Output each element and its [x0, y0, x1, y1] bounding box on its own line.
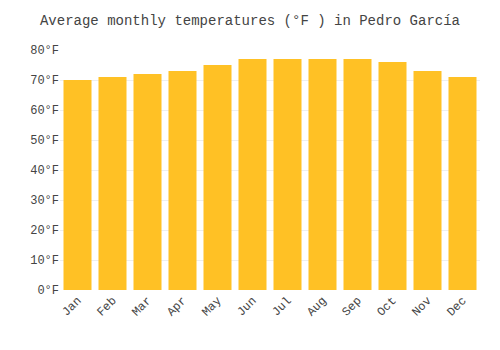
- svg-text:Mar: Mar: [129, 294, 154, 319]
- svg-text:Jan: Jan: [59, 294, 84, 319]
- svg-text:50°F: 50°F: [30, 134, 59, 148]
- svg-text:Jun: Jun: [234, 294, 259, 319]
- svg-text:Nov: Nov: [409, 294, 434, 319]
- svg-text:60°F: 60°F: [30, 104, 59, 118]
- svg-text:80°F: 80°F: [30, 44, 59, 58]
- svg-text:40°F: 40°F: [30, 164, 59, 178]
- svg-text:Apr: Apr: [164, 294, 189, 319]
- svg-text:70°F: 70°F: [30, 74, 59, 88]
- svg-text:10°F: 10°F: [30, 254, 59, 268]
- svg-text:Sep: Sep: [339, 294, 364, 319]
- svg-text:20°F: 20°F: [30, 224, 59, 238]
- svg-text:May: May: [199, 294, 224, 319]
- svg-text:Oct: Oct: [374, 294, 399, 319]
- svg-text:Feb: Feb: [94, 294, 119, 319]
- svg-text:Jul: Jul: [269, 294, 294, 319]
- svg-text:Average monthly temperatures (: Average monthly temperatures (°F ) in Pe…: [40, 13, 460, 29]
- svg-text:Dec: Dec: [444, 294, 469, 319]
- svg-text:30°F: 30°F: [30, 194, 59, 208]
- svg-text:0°F: 0°F: [37, 284, 59, 298]
- svg-text:Aug: Aug: [304, 294, 329, 319]
